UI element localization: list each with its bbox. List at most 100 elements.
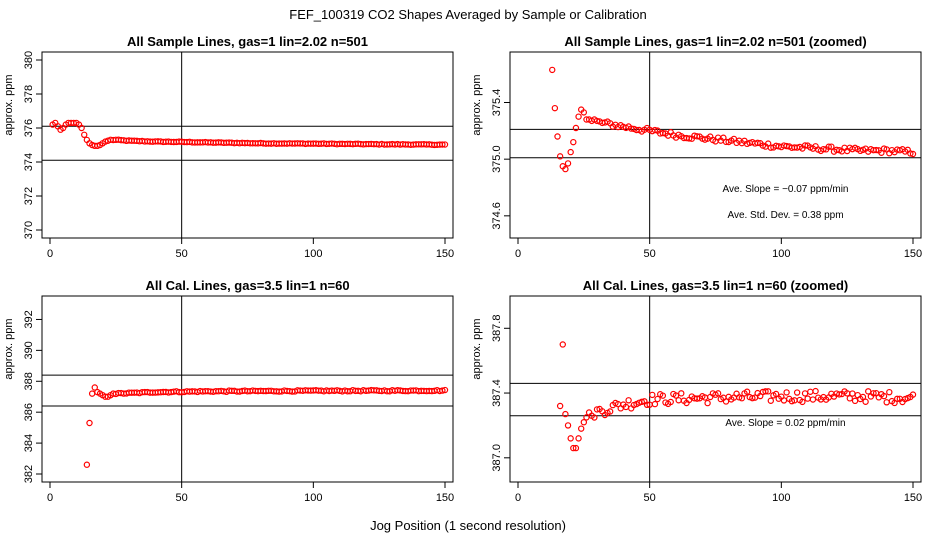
data-point (880, 392, 888, 400)
data-point (83, 461, 91, 468)
data-point (722, 398, 730, 405)
data-point (836, 391, 843, 398)
plot-frame (41, 51, 454, 239)
x-tick-label: 150 (436, 248, 454, 260)
x-tick-label: 50 (644, 492, 656, 504)
y-tick-label: 390 (23, 341, 35, 359)
data-point (580, 109, 588, 116)
data-point (762, 388, 769, 395)
data-point (81, 131, 88, 138)
data-point (862, 398, 869, 405)
data-point (551, 104, 559, 112)
panel-title: All Sample Lines, gas=1 lin=2.02 n=501 (127, 34, 368, 49)
data-point (564, 160, 572, 167)
data-point (675, 397, 682, 404)
y-tick-label: 386 (23, 403, 35, 421)
data-point (556, 153, 564, 160)
y-tick-label: 387.0 (491, 444, 503, 472)
data-point (859, 393, 867, 401)
data-point (649, 391, 656, 399)
data-point (909, 150, 917, 158)
panels: All Sample Lines, gas=1 lin=2.02 n=501 0 5… (3, 34, 922, 504)
data-point (807, 388, 814, 395)
y-tick-label: 388 (23, 372, 35, 390)
y-tick-label: 375.0 (491, 145, 503, 173)
x-tick-label: 50 (644, 248, 656, 260)
data-point (809, 396, 817, 403)
plot-frame (509, 51, 922, 239)
x-tick-label: 150 (904, 248, 922, 260)
data-point (828, 143, 835, 150)
x-tick-label: 50 (176, 492, 188, 504)
data-point (767, 397, 775, 404)
data-point (572, 444, 580, 452)
plot-frame (41, 295, 454, 483)
data-point (894, 395, 901, 403)
data-point (772, 390, 780, 398)
annotation-text: Ave. Slope = −0.07 ppm/min (722, 184, 848, 195)
data-point (872, 146, 880, 154)
data-point (562, 165, 569, 173)
data-point (886, 388, 893, 396)
data-point (567, 148, 574, 156)
data-point (780, 397, 788, 404)
data-point (793, 389, 801, 396)
data-point (738, 394, 746, 402)
data-point (851, 397, 859, 405)
y-tick-label: 374 (23, 153, 35, 171)
data-point (643, 401, 651, 409)
data-point (659, 129, 667, 137)
data-point (812, 387, 819, 395)
x-tick-label: 100 (304, 248, 322, 260)
x-tick-label: 150 (904, 492, 922, 504)
plot-frame (509, 295, 922, 483)
y-tick-label: 372 (23, 187, 35, 205)
panel-title: All Cal. Lines, gas=3.5 lin=1 n=60 (145, 278, 349, 293)
x-tick-label: 0 (47, 248, 53, 260)
y-tick-label: 376 (23, 119, 35, 137)
data-point (865, 388, 872, 395)
y-tick-label: 370 (23, 221, 35, 239)
data-point (441, 141, 449, 148)
chart-panel-1: All Sample Lines, gas=1 lin=2.02 n=501 0 5… (3, 34, 454, 260)
data-point (654, 395, 661, 403)
y-axis-label: approx. ppm (471, 318, 483, 379)
x-tick-label: 100 (772, 248, 790, 260)
data-point (685, 135, 693, 142)
data-point (559, 341, 566, 348)
y-tick-label: 382 (23, 465, 35, 483)
data-point (672, 392, 680, 399)
data-point (86, 419, 93, 427)
data-point (593, 406, 601, 413)
panel-title: All Cal. Lines, gas=3.5 lin=1 n=60 (zoom… (583, 278, 849, 293)
y-tick-label: 392 (23, 310, 35, 328)
data-point (580, 418, 588, 426)
figure-title: FEF_100319 CO2 Shapes Averaged by Sample… (289, 7, 646, 22)
data-point (564, 422, 572, 429)
x-axis-label: Jog Position (1 second resolution) (370, 518, 566, 533)
annotation-text: Ave. Slope = 0.02 ppm/min (725, 418, 845, 429)
y-tick-label: 384 (23, 434, 35, 452)
data-point (439, 141, 446, 148)
data-point (825, 143, 832, 150)
data-point (820, 145, 827, 153)
data-point (593, 117, 601, 125)
data-point (549, 66, 556, 74)
y-tick-label: 387.4 (491, 379, 503, 407)
y-axis-label: approx. ppm (471, 74, 483, 135)
data-point (591, 414, 598, 421)
x-tick-label: 150 (436, 492, 454, 504)
data-point (91, 384, 98, 391)
data-point (678, 390, 685, 397)
chart-panel-3: All Cal. Lines, gas=3.5 lin=1 n=60 0 50 100… (3, 278, 454, 504)
data-point (883, 399, 890, 406)
annotation-text: Ave. Std. Dev. = 0.38 ppm (727, 210, 843, 221)
data-point (606, 408, 614, 415)
data-point (667, 398, 674, 406)
data-point (693, 133, 701, 140)
data-point (575, 435, 582, 442)
data-point (749, 394, 756, 402)
x-tick-label: 100 (304, 492, 322, 504)
data-point (651, 126, 659, 134)
